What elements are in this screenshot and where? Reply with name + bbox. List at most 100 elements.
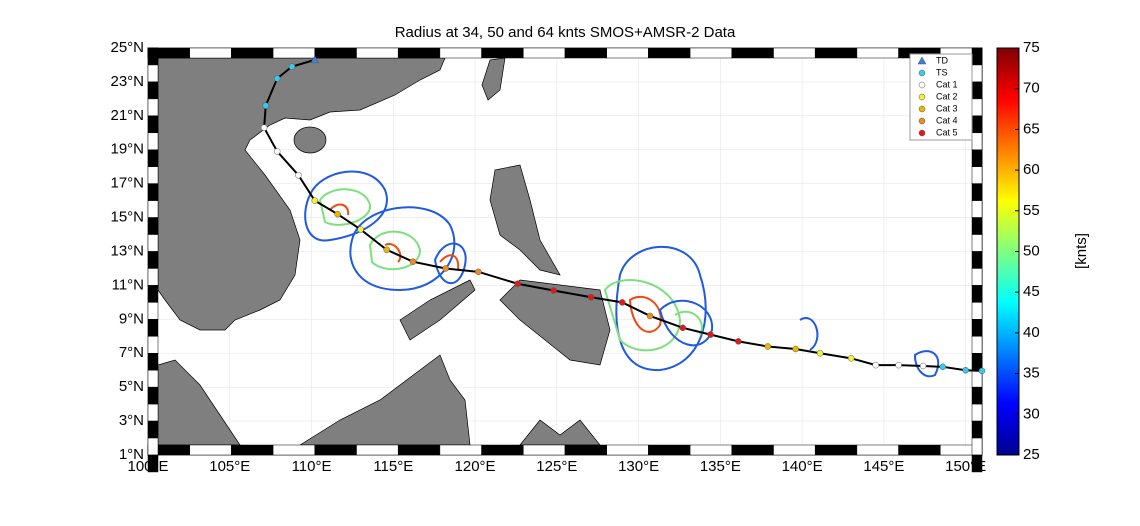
track-point bbox=[587, 294, 595, 301]
frame-segment bbox=[231, 47, 274, 59]
colorbar-tick-label: 30 bbox=[1023, 405, 1040, 422]
frame-segment bbox=[147, 115, 159, 134]
track-point bbox=[262, 102, 269, 109]
track-point bbox=[475, 268, 482, 276]
x-tick-label: 140°E bbox=[782, 458, 823, 475]
track-point bbox=[646, 312, 654, 320]
frame-segment bbox=[971, 166, 983, 184]
frame-segment bbox=[971, 47, 983, 66]
frame-segment bbox=[314, 47, 357, 59]
frame-segment bbox=[773, 444, 816, 456]
legend-marker bbox=[918, 129, 926, 137]
frame-segment bbox=[314, 444, 357, 456]
wind-radii bbox=[304, 170, 940, 378]
track-point bbox=[847, 355, 855, 362]
track-point bbox=[978, 367, 986, 375]
track-line bbox=[263, 58, 983, 372]
frame-segment bbox=[147, 386, 159, 405]
frame-segment bbox=[439, 444, 482, 456]
track-point bbox=[409, 258, 417, 265]
track-point bbox=[442, 265, 449, 272]
track-point bbox=[273, 148, 281, 155]
frame-segment bbox=[971, 403, 983, 422]
land bbox=[158, 58, 611, 445]
legend-label: TD bbox=[936, 55, 948, 65]
y-tick-label: 11°N bbox=[112, 276, 144, 293]
track-point bbox=[895, 361, 902, 369]
frame-segment bbox=[397, 444, 441, 456]
frame-segment bbox=[856, 444, 899, 456]
x-tick-label: 130°E bbox=[618, 458, 659, 475]
track-point bbox=[707, 331, 714, 338]
frame-segment bbox=[147, 268, 159, 286]
track-point bbox=[383, 246, 391, 254]
frame-segment bbox=[147, 64, 159, 83]
legend-label: Cat 4 bbox=[936, 115, 958, 125]
y-tick-label: 3°N bbox=[119, 412, 144, 429]
x-tick-label: 115°E bbox=[373, 458, 413, 475]
track-point bbox=[514, 280, 521, 287]
frame-segment bbox=[147, 420, 159, 439]
frame-segment bbox=[147, 353, 159, 371]
frame-segment bbox=[971, 268, 983, 286]
frame-segment bbox=[971, 183, 983, 201]
chart-title: Radius at 34, 50 and 64 knts SMOS+AMSR-2… bbox=[395, 24, 736, 41]
legend-label: TS bbox=[936, 67, 948, 77]
y-tick-label: 15°N bbox=[110, 209, 144, 226]
frame-segment bbox=[856, 47, 899, 59]
frame-segment bbox=[971, 115, 983, 134]
frame-segment bbox=[147, 285, 159, 303]
track-point bbox=[939, 363, 947, 371]
track-point bbox=[962, 366, 969, 374]
legend-label: Cat 5 bbox=[936, 127, 958, 137]
frame-segment bbox=[971, 302, 983, 320]
colorbar-tick-label: 40 bbox=[1023, 324, 1040, 341]
frame-segment bbox=[971, 217, 983, 235]
legend-label: Cat 3 bbox=[936, 103, 958, 113]
y-tick-label: 25°N bbox=[110, 39, 144, 56]
frame-segment bbox=[971, 285, 983, 303]
frame-segment bbox=[773, 47, 816, 59]
track-point bbox=[311, 197, 319, 204]
colorbar-label: [knts] bbox=[1073, 233, 1090, 269]
frame-segment bbox=[971, 437, 983, 456]
colorbar-tick-label: 55 bbox=[1023, 202, 1040, 219]
frame-segment bbox=[147, 47, 159, 66]
track-point bbox=[295, 171, 302, 179]
frame-segment bbox=[971, 234, 983, 252]
frame-segment bbox=[147, 437, 159, 456]
frame-segment bbox=[147, 166, 159, 184]
frame-segment bbox=[147, 200, 159, 218]
track-point bbox=[735, 338, 742, 345]
frame-segment bbox=[971, 64, 983, 83]
frame-segment bbox=[356, 47, 399, 59]
frame-segment bbox=[147, 132, 159, 151]
legend: TD TS Cat 1 Cat 2 Cat 3 Cat 4 Cat 5 bbox=[909, 53, 973, 141]
frame-segment bbox=[147, 217, 159, 235]
frame-segment bbox=[971, 454, 983, 473]
frame-segment bbox=[147, 149, 159, 167]
legend-marker bbox=[918, 117, 926, 125]
frame-segment bbox=[971, 149, 983, 167]
frame-segment bbox=[147, 454, 159, 473]
frame-segment bbox=[272, 444, 316, 456]
frame-border bbox=[147, 47, 983, 473]
frame-segment bbox=[898, 444, 941, 456]
frame-segment bbox=[147, 319, 159, 337]
track-point bbox=[764, 343, 772, 350]
frame-segment bbox=[481, 47, 524, 59]
frame-segment bbox=[147, 183, 159, 201]
colorbar-tick-label: 25 bbox=[1023, 446, 1040, 463]
frame-segment bbox=[689, 47, 733, 59]
track-point bbox=[334, 210, 341, 218]
frame-segment bbox=[231, 444, 274, 456]
y-tick-label: 1°N bbox=[119, 446, 144, 463]
colorbar-tick-label: 70 bbox=[1023, 80, 1040, 97]
frame-segment bbox=[689, 444, 733, 456]
x-tick-label: 135°E bbox=[700, 458, 741, 475]
track-point bbox=[792, 345, 799, 353]
frame-segment bbox=[971, 319, 983, 337]
frame-segment bbox=[397, 47, 441, 59]
track-point bbox=[679, 324, 686, 332]
